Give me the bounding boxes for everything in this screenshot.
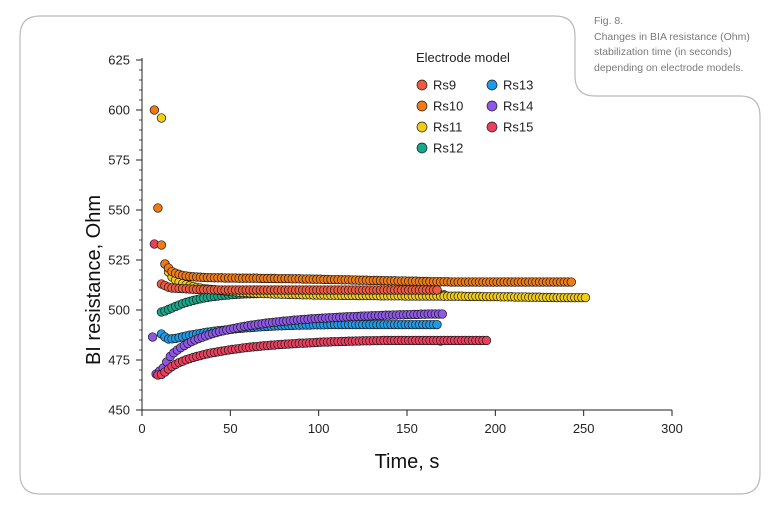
legend-label-rs12: Rs12 [433, 141, 463, 156]
legend-label-rs14: Rs14 [503, 99, 533, 114]
caption-text-line-2: stabilization time (in seconds) [594, 46, 732, 58]
figure-caption: Fig. 8. Changes in BIA resistance (Ohm) … [594, 14, 779, 76]
x-tick-label: 150 [396, 421, 418, 436]
point-rs10 [566, 277, 576, 287]
legend-label-rs10: Rs10 [433, 99, 463, 114]
y-tick-label: 500 [108, 303, 130, 318]
legend-marker-rs14 [486, 100, 498, 112]
y-tick-label: 525 [108, 253, 130, 268]
point-rs10 [153, 203, 163, 213]
legend-marker-rs11 [416, 121, 428, 133]
legend-marker-rs12 [416, 142, 428, 154]
y-tick-label: 575 [108, 153, 130, 168]
legend-marker-rs15 [486, 121, 498, 133]
point-rs15 [481, 335, 492, 346]
x-tick-label: 250 [573, 421, 595, 436]
legend-label-rs13: Rs13 [503, 78, 533, 93]
y-tick-label: 550 [108, 203, 130, 218]
y-tick-label: 450 [108, 403, 130, 418]
data-points [147, 105, 591, 380]
x-tick-label: 0 [138, 421, 145, 436]
point-rs14 [437, 309, 447, 319]
y-axis-title: BI resistance, Ohm [83, 195, 105, 365]
x-tick-label: 300 [661, 421, 683, 436]
point-rs9 [432, 285, 442, 295]
caption-text-line-3: depending on electrode models. [594, 61, 744, 74]
legend-title: Electrode model [416, 50, 510, 65]
legend-label-rs9: Rs9 [433, 78, 456, 93]
y-tick-label: 475 [108, 353, 130, 368]
point-rs11 [156, 113, 167, 123]
x-tick-label: 200 [484, 421, 506, 436]
legend-marker-rs10 [416, 100, 428, 112]
point-rs11 [580, 292, 591, 303]
point-rs14 [147, 332, 158, 342]
legend-label-rs15: Rs15 [503, 120, 533, 135]
y-tick-label: 600 [108, 103, 130, 118]
x-axis-title: Time, s [375, 451, 440, 473]
caption-label: Fig. 8. [594, 15, 624, 27]
y-tick-label: 625 [108, 53, 130, 68]
legend-marker-rs9 [416, 79, 428, 91]
axes: 450 475 500 525 550 575 600 625 0 50 100 150 200 250 3… [108, 53, 683, 437]
x-tick-label: 100 [308, 421, 330, 436]
x-tick-label: 50 [223, 421, 237, 436]
point-rs13 [432, 319, 442, 330]
legend-label-rs11: Rs11 [433, 120, 462, 135]
legend-marker-rs13 [486, 79, 498, 91]
legend: Electrode model Rs9 Rs10 Rs11 Rs12 Rs13 Rs14 Rs… [416, 50, 533, 156]
chart-frame [19, 15, 761, 495]
caption-text-line-1: Changes in BIA resistance (Ohm) [594, 30, 750, 43]
point-rs10 [149, 105, 160, 115]
point-rs10 [156, 240, 167, 250]
